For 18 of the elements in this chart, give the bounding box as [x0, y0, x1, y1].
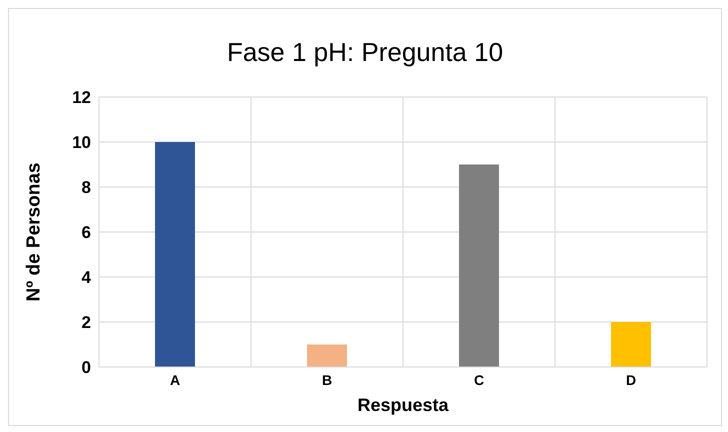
bar [611, 322, 651, 367]
x-axis-title: Respuesta [357, 395, 450, 415]
y-axis-title: Nº de Personas [24, 162, 45, 302]
bar [155, 142, 195, 367]
x-tick-label: C [474, 372, 484, 388]
y-tick-label: 2 [82, 313, 91, 332]
bar [459, 164, 499, 367]
y-tick-label: 0 [82, 358, 91, 378]
x-tick-label: D [626, 372, 636, 388]
chart-title: Fase 1 pH: Pregunta 10 [226, 36, 504, 69]
y-tick-label: 10 [72, 133, 91, 152]
y-tick-label: 4 [82, 268, 92, 288]
bar [307, 344, 347, 367]
y-tick-label: 6 [82, 223, 91, 242]
x-tick-label: B [322, 372, 332, 388]
y-tick-label: 8 [82, 178, 91, 198]
x-tick-label: A [170, 372, 180, 388]
y-tick-label: 12 [72, 88, 91, 108]
